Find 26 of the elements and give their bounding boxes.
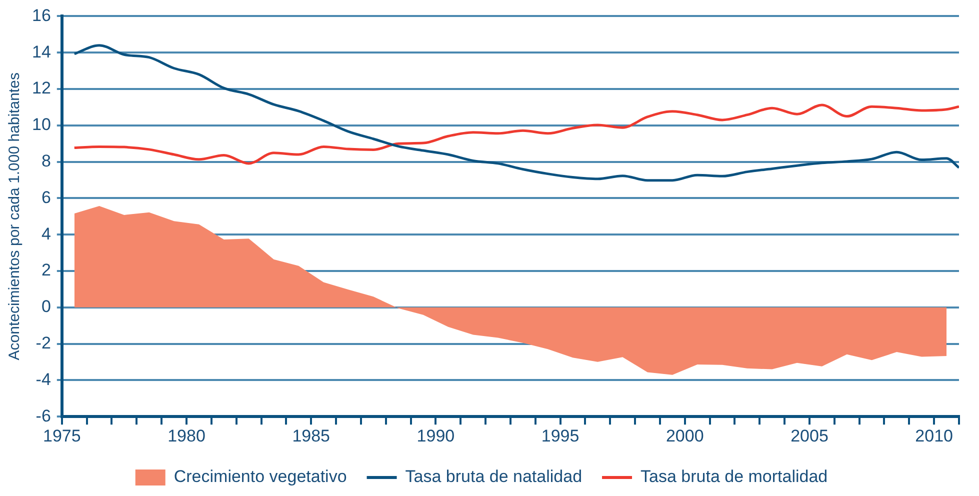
y-tick-label: -6	[36, 406, 51, 426]
line-series	[73, 104, 959, 165]
x-tick-label: 2005	[790, 426, 828, 446]
x-tick-label: 1980	[168, 426, 206, 446]
y-tick-label: 16	[32, 6, 51, 25]
x-tick-label: 1985	[292, 426, 330, 446]
x-tick-label: 1990	[416, 426, 455, 446]
y-tick-label: 12	[32, 78, 51, 98]
y-tick-label: -4	[36, 370, 51, 389]
legend-label: Tasa bruta de natalidad	[405, 467, 582, 486]
y-tick-label: 2	[41, 260, 51, 280]
legend-label: Crecimiento vegetativo	[174, 467, 347, 486]
y-tick-label: 14	[32, 42, 51, 62]
x-tick-label: 2000	[666, 426, 704, 446]
x-tick-label: 1975	[42, 426, 81, 446]
y-tick-label: -2	[36, 333, 51, 352]
y-tick-label: 8	[41, 151, 51, 170]
legend-label: Tasa bruta de mortalidad	[640, 467, 828, 486]
y-tick-label: 6	[41, 188, 51, 207]
y-tick-label: 4	[41, 224, 51, 244]
x-tick-label: 2010	[915, 426, 953, 446]
y-tick-label: 10	[32, 115, 51, 134]
line-series	[73, 44, 959, 182]
y-axis-title: Acontecimientos por cada 1.000 habitantes	[6, 72, 24, 360]
x-tick-label: 1995	[541, 426, 580, 446]
y-tick-label: 0	[41, 297, 51, 316]
